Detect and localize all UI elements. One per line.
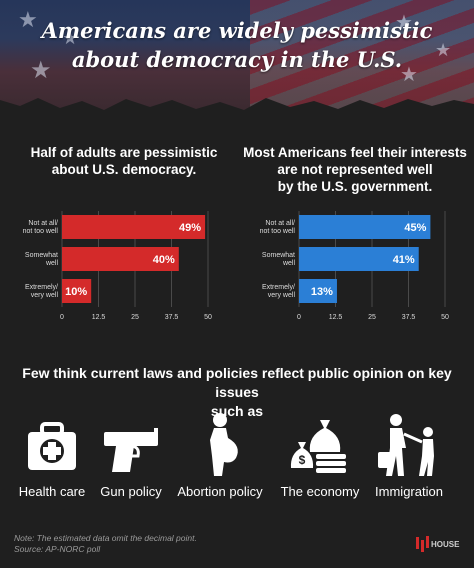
data-label: 13% bbox=[311, 286, 333, 298]
star-icon: ★ bbox=[395, 10, 413, 34]
x-tick-label: 50 bbox=[441, 314, 449, 321]
title-line: about U.S. democracy. bbox=[51, 162, 197, 177]
title-line: are not represented well bbox=[277, 162, 433, 177]
note-text: Note: The estimated data omit the decima… bbox=[14, 533, 197, 543]
issue-label-economy: The economy bbox=[280, 484, 360, 499]
header-banner: ★ ★ ★ ★ ★ ★ bbox=[0, 0, 474, 110]
x-tick-label: 50 bbox=[204, 314, 212, 321]
svg-text:$: $ bbox=[299, 453, 306, 467]
category-label: well bbox=[45, 260, 59, 267]
category-label: Somewhat bbox=[25, 252, 58, 259]
bar-chart-representation: 0 12.5 25 37.5 50 45% Not at all/not too well 4… bbox=[260, 211, 449, 321]
pregnant-woman-icon bbox=[198, 412, 246, 483]
star-icon: ★ bbox=[435, 40, 452, 61]
logo-text: HOUSE bbox=[431, 540, 460, 549]
source-text: Source: AP-NORC poll bbox=[14, 544, 101, 554]
bar bbox=[299, 247, 419, 271]
category-label: well bbox=[282, 260, 296, 267]
title-line: Most Americans feel their interests bbox=[243, 145, 467, 160]
title-line: Few think current laws and policies refl… bbox=[22, 365, 452, 400]
issue-label-immigration: Immigration bbox=[375, 484, 443, 499]
pistol-icon bbox=[100, 420, 162, 481]
category-label: not too well bbox=[260, 228, 296, 235]
bar-chart-democracy: 0 12.5 25 37.5 50 49% Not at all/not too well 4… bbox=[23, 211, 212, 321]
star-icon: ★ bbox=[18, 8, 38, 33]
bar bbox=[299, 215, 431, 239]
money-bags-icon: $ bbox=[288, 414, 352, 483]
issue-label-abortion-policy: Abortion policy bbox=[177, 484, 263, 499]
data-label: 40% bbox=[153, 254, 175, 266]
first-aid-kit-icon bbox=[24, 420, 80, 481]
category-label: Extremely/ bbox=[25, 284, 58, 291]
torn-edge bbox=[0, 98, 474, 122]
footnote: Note: The estimated data omit the decima… bbox=[14, 533, 197, 555]
bar bbox=[62, 279, 92, 303]
star-icon: ★ bbox=[62, 28, 79, 49]
flag-stripes-background bbox=[250, 0, 474, 110]
category-label: Somewhat bbox=[262, 252, 295, 259]
x-tick-label: 25 bbox=[368, 314, 376, 321]
star-icon: ★ bbox=[30, 56, 52, 84]
bar bbox=[62, 247, 179, 271]
title-line: Americans are widely pessimistic bbox=[41, 18, 433, 43]
x-tick-label: 12.5 bbox=[329, 314, 343, 321]
data-label: 45% bbox=[404, 222, 426, 234]
bar bbox=[62, 215, 206, 239]
category-label: not too well bbox=[23, 228, 59, 235]
title-line: by the U.S. government. bbox=[277, 179, 433, 194]
title-line: about democracy in the U.S. bbox=[71, 47, 403, 72]
issue-label-gun-policy: Gun policy bbox=[100, 484, 162, 499]
x-tick-label: 25 bbox=[131, 314, 139, 321]
data-label: 10% bbox=[65, 286, 87, 298]
x-tick-label: 0 bbox=[297, 314, 301, 321]
issues-section-title: Few think current laws and policies refl… bbox=[20, 364, 454, 421]
data-label: 41% bbox=[393, 254, 415, 266]
category-label: Not at all/ bbox=[28, 220, 58, 227]
x-tick-label: 12.5 bbox=[92, 314, 106, 321]
bar bbox=[299, 279, 337, 303]
category-label: very well bbox=[31, 292, 59, 299]
issue-label-health-care: Health care bbox=[18, 484, 86, 499]
data-label: 49% bbox=[179, 222, 201, 234]
right-chart-title: Most Americans feel their interests are … bbox=[236, 144, 474, 195]
title-line: Half of adults are pessimistic bbox=[30, 145, 218, 160]
category-label: very well bbox=[268, 292, 296, 299]
x-tick-label: 37.5 bbox=[402, 314, 416, 321]
family-walking-icon bbox=[374, 412, 444, 483]
house-logo: HOUSE bbox=[416, 534, 464, 554]
x-tick-label: 0 bbox=[60, 314, 64, 321]
left-chart-title: Half of adults are pessimistic about U.S… bbox=[8, 144, 240, 178]
star-icon: ★ bbox=[400, 62, 418, 86]
x-tick-label: 37.5 bbox=[165, 314, 179, 321]
category-label: Extremely/ bbox=[262, 284, 295, 291]
page-title: Americans are widely pessimistic about d… bbox=[0, 16, 474, 74]
category-label: Not at all/ bbox=[265, 220, 295, 227]
